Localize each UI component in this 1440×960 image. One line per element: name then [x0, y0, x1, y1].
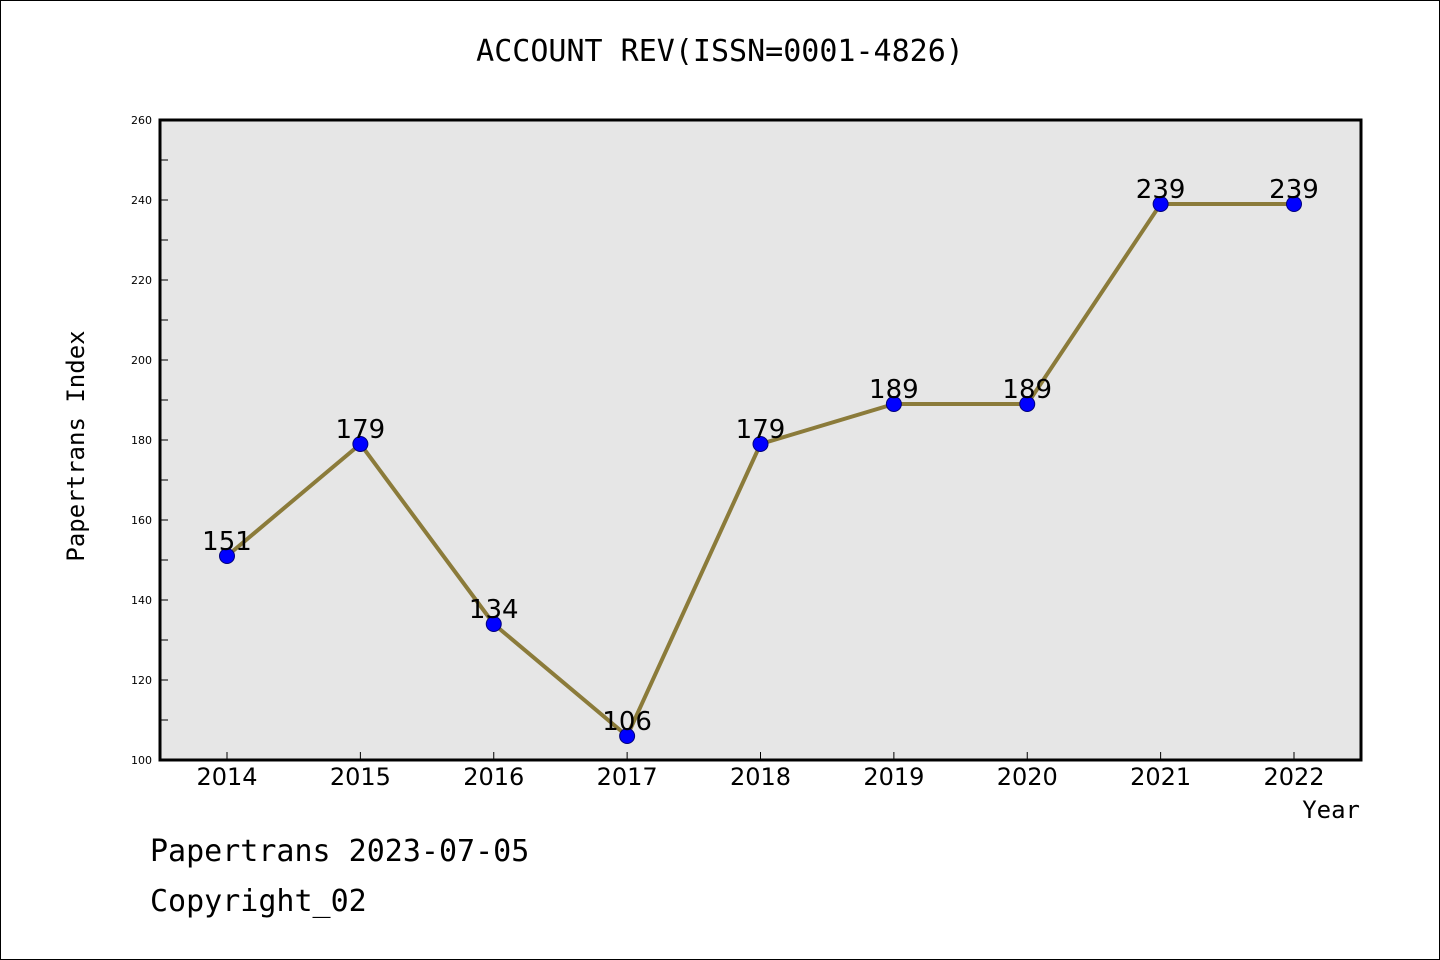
chart-title: ACCOUNT REV(ISSN=0001-4826) — [476, 34, 964, 69]
data-markers — [219, 196, 1302, 744]
x-tick-label: 2014 — [196, 763, 257, 791]
y-tick-label: 220 — [131, 274, 152, 287]
data-point — [1152, 196, 1169, 212]
y-tick-label: 140 — [131, 594, 152, 607]
x-tick-label: 2018 — [730, 763, 791, 791]
y-tick-label: 120 — [131, 674, 152, 687]
data-point — [219, 548, 235, 564]
data-point — [752, 436, 769, 452]
data-label: 179 — [336, 415, 386, 445]
x-tick-label: 2020 — [997, 763, 1058, 791]
footer-copyright: Copyright_02 — [150, 884, 367, 919]
data-point — [1286, 196, 1302, 212]
data-point — [619, 728, 636, 744]
x-tick-label: 2015 — [330, 763, 391, 791]
x-tick-label: 2021 — [1130, 763, 1191, 791]
y-tick-label: 180 — [131, 434, 152, 447]
y-tick-label: 260 — [131, 114, 152, 127]
y-tick-label: 240 — [131, 194, 152, 207]
data-label: 189 — [869, 375, 919, 405]
x-axis: 2014 2015 2016 2017 2018 2019 2020 2021 2022 — [196, 752, 1325, 791]
data-label: 179 — [736, 415, 786, 445]
x-tick-label: 2017 — [597, 763, 658, 791]
data-point — [352, 436, 369, 452]
data-label: 151 — [202, 527, 252, 557]
y-tick-label: 160 — [131, 514, 152, 527]
y-tick-label: 100 — [131, 754, 152, 767]
x-tick-label: 2022 — [1263, 763, 1324, 791]
footer-date: Papertrans 2023-07-05 — [150, 834, 530, 869]
y-axis: 100 120 140 160 180 200 220 240 260 — [131, 114, 168, 767]
data-label: 189 — [1002, 375, 1052, 405]
data-label: 134 — [469, 595, 519, 625]
data-point — [485, 616, 502, 632]
data-label: 239 — [1269, 175, 1319, 205]
plot-border — [158, 118, 1363, 762]
data-labels: 151 179 134 106 179 189 189 239 239 — [202, 175, 1319, 737]
data-label: 106 — [602, 707, 652, 737]
data-label: 239 — [1136, 175, 1186, 205]
y-axis-label: Papertrans Index — [62, 330, 90, 562]
data-point — [885, 396, 902, 412]
y-tick-label: 200 — [131, 354, 152, 367]
x-axis-label: Year — [1302, 796, 1360, 824]
data-point — [1019, 396, 1036, 412]
x-tick-label: 2016 — [463, 763, 524, 791]
x-tick-label: 2019 — [863, 763, 924, 791]
